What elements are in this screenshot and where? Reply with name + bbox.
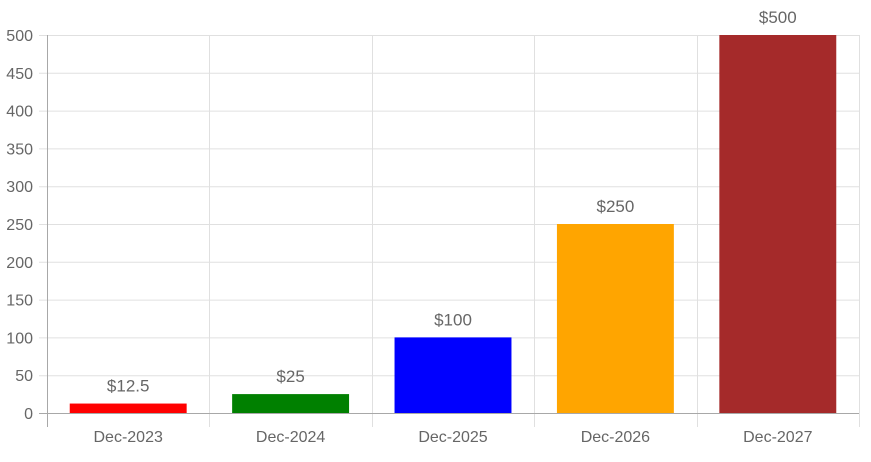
data-label: $25 <box>276 367 304 386</box>
bar <box>394 337 512 413</box>
x-tick-label: Dec-2026 <box>581 429 650 446</box>
bar <box>69 403 187 413</box>
y-tick-label: 500 <box>6 28 33 45</box>
bar <box>556 224 674 413</box>
y-tick-label: 50 <box>15 368 33 385</box>
data-label: $100 <box>434 310 472 329</box>
x-tick-label: Dec-2024 <box>256 429 325 446</box>
y-tick-label: 0 <box>24 406 33 423</box>
x-tick-label: Dec-2025 <box>418 429 487 446</box>
x-tick-label: Dec-2027 <box>743 429 812 446</box>
data-labels: $12.5 $25 $100 $250 $500 <box>107 8 797 396</box>
x-axis-ticks: Dec-2023 Dec-2024 Dec-2025 Dec-2026 Dec-2027 <box>94 429 813 446</box>
y-tick-label: 250 <box>6 217 33 234</box>
axes <box>39 35 859 427</box>
bar <box>719 35 837 413</box>
y-tick-label: 350 <box>6 141 33 158</box>
data-label: $500 <box>759 8 797 27</box>
data-label: $12.5 <box>107 377 150 396</box>
y-tick-label: 300 <box>6 179 33 196</box>
bar <box>232 394 350 413</box>
x-tick-label: Dec-2023 <box>94 429 163 446</box>
y-tick-label: 450 <box>6 66 33 83</box>
y-tick-label: 200 <box>6 255 33 272</box>
y-tick-label: 150 <box>6 293 33 310</box>
y-axis-ticks: 0 50 100 150 200 250 300 350 400 450 500 <box>6 28 33 423</box>
y-tick-label: 400 <box>6 104 33 121</box>
data-label: $250 <box>596 197 634 216</box>
bars <box>69 35 837 413</box>
y-tick-label: 100 <box>6 330 33 347</box>
